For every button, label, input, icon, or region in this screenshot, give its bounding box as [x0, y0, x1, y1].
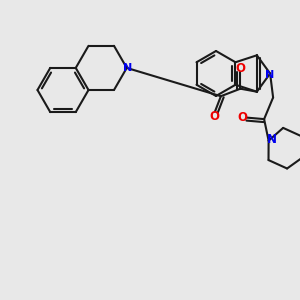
Text: O: O: [238, 111, 248, 124]
Text: N: N: [266, 70, 275, 80]
Text: O: O: [209, 110, 219, 123]
Text: N: N: [123, 63, 132, 73]
Text: N: N: [267, 133, 277, 146]
Text: O: O: [236, 62, 245, 75]
